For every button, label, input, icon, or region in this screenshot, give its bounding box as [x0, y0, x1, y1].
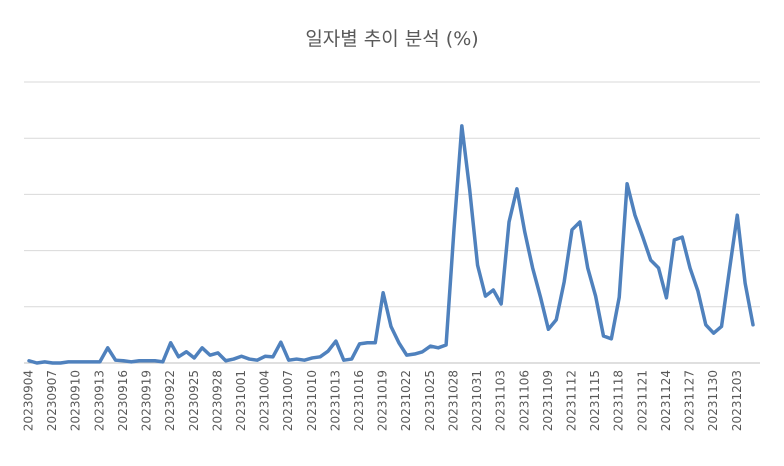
x-tick-label: 20231112	[565, 370, 579, 431]
data-line	[27, 124, 755, 365]
x-tick-label: 20231019	[376, 370, 390, 431]
x-tick-label: 20231004	[258, 370, 272, 431]
x-tick-label: 20231001	[234, 370, 248, 431]
x-tick-label: 20231022	[399, 370, 413, 431]
x-tick-label: 20231016	[352, 370, 366, 431]
x-tick-label: 20231103	[494, 370, 508, 431]
x-tick-label: 20231106	[517, 370, 531, 431]
x-tick-label: 20231130	[706, 370, 720, 431]
x-tick-label: 20230907	[45, 370, 59, 431]
x-tick-label: 20231124	[659, 370, 673, 431]
x-tick-label: 20231118	[612, 370, 626, 431]
x-tick-label: 20231203	[730, 370, 744, 431]
x-tick-label: 20231013	[328, 370, 342, 431]
x-tick-label: 20230922	[163, 370, 177, 431]
x-tick-label: 20231115	[588, 370, 602, 431]
x-tick-label: 20230919	[140, 370, 154, 431]
x-tick-label: 20230925	[187, 370, 201, 431]
x-tick-label: 20231109	[541, 370, 555, 431]
x-tick-label: 20231127	[683, 370, 697, 431]
x-tick-label: 20231121	[635, 370, 649, 431]
x-tick-label: 20231010	[305, 370, 319, 431]
x-tick-label: 20230928	[210, 370, 224, 431]
x-tick-label: 20230916	[116, 370, 130, 431]
x-tick-label: 20231028	[446, 370, 460, 431]
x-tick-label: 20231007	[281, 370, 295, 431]
chart-title: 일자별 추이 분석 (%)	[305, 28, 478, 50]
x-tick-label: 20230913	[92, 370, 106, 431]
x-tick-label: 20231031	[470, 370, 484, 431]
x-tick-label: 20230904	[22, 370, 36, 431]
x-tick-label: 20230910	[69, 370, 83, 431]
x-tick-label: 20231025	[423, 370, 437, 431]
